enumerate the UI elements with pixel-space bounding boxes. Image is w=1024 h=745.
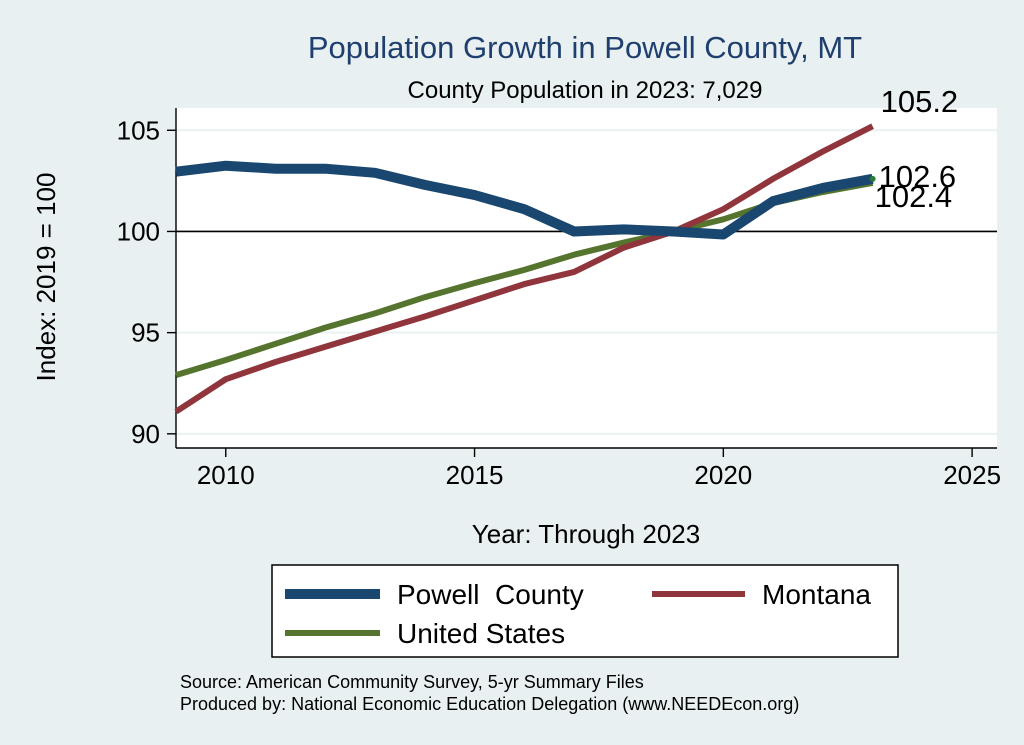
x-tick-label: 2015 — [446, 460, 504, 490]
x-axis-title: Year: Through 2023 — [472, 519, 700, 549]
plot-area — [176, 108, 997, 448]
x-axis-ticks: 2010 2015 2020 2025 — [197, 448, 1001, 490]
end-label-montana: 105.2 — [881, 84, 959, 119]
legend: Powell County Montana United States — [271, 564, 899, 658]
series-end-marker — [869, 175, 876, 182]
series-line-powell-county — [175, 160, 874, 240]
series-line-montana — [174, 123, 874, 415]
end-label-united-states: 102.4 — [875, 179, 953, 214]
y-tick-label: 105 — [117, 115, 160, 145]
y-tick-label: 90 — [131, 419, 160, 449]
x-tick-label: 2020 — [694, 460, 752, 490]
y-axis-ticks: 90 95 100 105 — [117, 115, 176, 449]
chart-title: Population Growth in Powell County, MT — [308, 30, 862, 65]
legend-label-united-states: United States — [397, 618, 565, 649]
y-tick-label: 95 — [131, 318, 160, 348]
produced-by-note: Produced by: National Economic Education… — [180, 694, 799, 714]
x-tick-label: 2025 — [943, 460, 1001, 490]
source-note: Source: American Community Survey, 5-yr … — [180, 672, 644, 692]
y-tick-label: 100 — [117, 216, 160, 246]
legend-label-powell-county: Powell County — [397, 579, 584, 610]
end-labels: 102.6 105.2 102.4 — [869, 84, 959, 214]
legend-box — [271, 564, 899, 658]
series-layer — [174, 123, 874, 415]
y-axis-title: Index: 2019 = 100 — [31, 173, 61, 382]
legend-label-montana: Montana — [762, 579, 871, 610]
axes — [175, 108, 997, 449]
x-tick-label: 2010 — [197, 460, 255, 490]
end-label-powell-county: 102.6 — [879, 159, 957, 194]
chart-subtitle: County Population in 2023: 7,029 — [408, 77, 763, 104]
